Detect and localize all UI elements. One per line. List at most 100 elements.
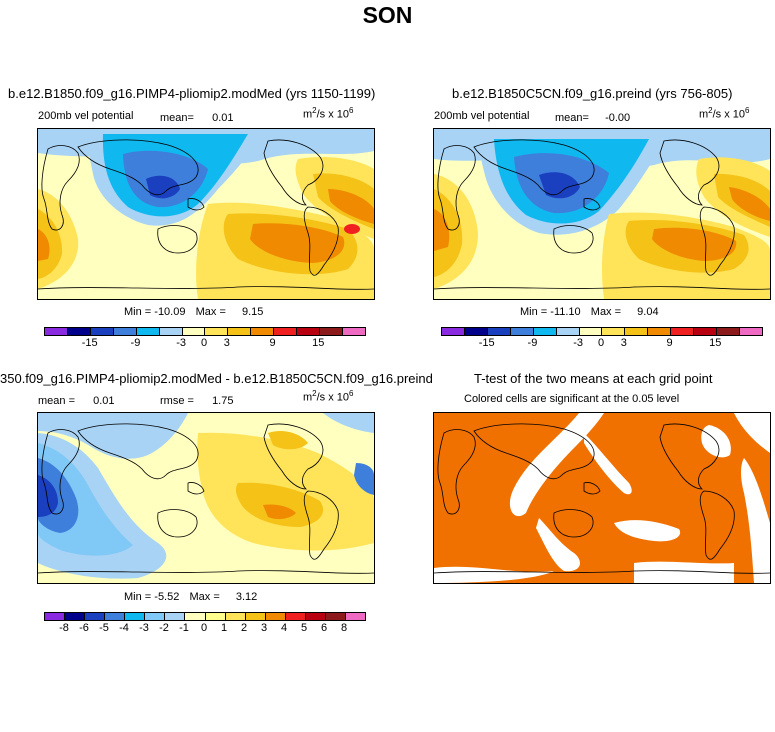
top-left-map	[37, 128, 375, 300]
colorbar-swatch	[305, 613, 326, 620]
bottom-left-rmse: rmse = 1.75	[160, 395, 233, 407]
top-right-colorbar-ticks: -15 -9 -3 0 3 9 15	[441, 337, 761, 351]
bottom-left-field	[38, 413, 374, 583]
top-left-colorbar	[44, 327, 366, 336]
top-left-variable-label: 200mb vel potential	[38, 110, 134, 122]
colorbar-swatch	[225, 613, 246, 620]
colorbar-tick-label: -3	[176, 337, 187, 349]
top-left-units: m2/s x 106	[303, 106, 354, 121]
colorbar-tick-label: -1	[179, 622, 189, 634]
top-left-min-label: Min =	[124, 306, 152, 318]
colorbar-tick-label: 8	[340, 622, 348, 634]
colorbar-swatch	[320, 328, 343, 335]
bottom-left-min-value: -5.52	[154, 591, 180, 603]
colorbar-swatch	[487, 328, 511, 335]
top-left-mean: mean= 0.01	[160, 112, 234, 124]
colorbar-swatch	[602, 328, 626, 335]
bottom-left-rmse-label: rmse =	[160, 395, 194, 407]
colorbar-swatch	[510, 328, 534, 335]
colorbar-tick-label: 15	[312, 337, 325, 349]
bottom-left-minmax: Min = -5.52 Max = 3.12	[124, 591, 257, 603]
top-left-mean-label: mean=	[160, 112, 194, 124]
colorbar-swatch	[625, 328, 649, 335]
colorbar-tick-label: -5	[99, 622, 109, 634]
colorbar-tick-label: 3	[260, 622, 268, 634]
colorbar-tick-label: 9	[666, 337, 673, 349]
colorbar-swatch	[65, 613, 86, 620]
colorbar-swatch	[717, 328, 740, 335]
colorbar-swatch	[205, 328, 229, 335]
colorbar-swatch	[251, 328, 275, 335]
bottom-left-mean: mean = 0.01	[38, 395, 115, 407]
top-right-units: m2/s x 106	[699, 106, 750, 121]
top-left-min-value: -10.09	[154, 306, 186, 318]
colorbar-swatch	[90, 328, 114, 335]
colorbar-swatch	[67, 328, 91, 335]
top-right-mean-value: -0.00	[605, 112, 631, 124]
colorbar-swatch	[285, 613, 306, 620]
colorbar-tick-label: 6	[320, 622, 328, 634]
top-left-panel-title: b.e12.B1850.f09_g16.PIMP4-pliomip2.modMe…	[8, 86, 376, 101]
bottom-left-min-label: Min =	[124, 591, 152, 603]
colorbar-swatch	[274, 328, 298, 335]
colorbar-tick-label: -2	[159, 622, 169, 634]
top-right-colorbar	[441, 327, 763, 336]
colorbar-swatch	[125, 613, 146, 620]
colorbar-swatch	[464, 328, 488, 335]
colorbar-swatch	[159, 328, 183, 335]
colorbar-tick-label: 3	[620, 337, 627, 349]
top-left-field	[38, 129, 374, 299]
colorbar-swatch	[671, 328, 695, 335]
colorbar-tick-label: -4	[119, 622, 129, 634]
bottom-right-subtitle: Colored cells are significant at the 0.0…	[464, 393, 680, 405]
top-left-colorbar-ticks: -15 -9 -3 0 3 9 15	[44, 337, 364, 351]
colorbar-tick-label: -3	[573, 337, 584, 349]
colorbar-swatch	[85, 613, 106, 620]
bottom-left-max-label: Max =	[189, 591, 220, 603]
bottom-left-units: m2/s x 106	[303, 389, 354, 404]
bottom-right-significance-field	[434, 413, 770, 583]
colorbar-swatch	[165, 613, 186, 620]
colorbar-swatch	[245, 613, 266, 620]
colorbar-swatch	[182, 328, 206, 335]
bottom-left-colorbar-ticks: -8 -6 -5 -4 -3 -2 -1 0 1 2 3 4 5 6 8	[44, 622, 364, 636]
bottom-left-map	[37, 412, 375, 584]
colorbar-tick-label: -15	[478, 337, 495, 349]
top-right-map	[433, 128, 771, 300]
colorbar-tick-label: 1	[220, 622, 228, 634]
colorbar-tick-label: 5	[300, 622, 308, 634]
colorbar-swatch	[228, 328, 252, 335]
colorbar-swatch	[145, 613, 166, 620]
bottom-left-rmse-value: 1.75	[212, 395, 234, 407]
colorbar-tick-label: -6	[79, 622, 89, 634]
top-right-mean-label: mean=	[555, 112, 589, 124]
colorbar-tick-label: 0	[200, 622, 208, 634]
top-right-variable-label: 200mb vel potential	[434, 110, 530, 122]
top-right-max-label: Max =	[590, 306, 622, 318]
colorbar-swatch	[648, 328, 672, 335]
colorbar-swatch	[739, 328, 762, 335]
top-right-panel-title: b.e12.B1850C5CN.f09_g16.preind (yrs 756-…	[452, 86, 733, 101]
colorbar-swatch	[45, 613, 66, 620]
colorbar-swatch	[45, 328, 68, 335]
colorbar-swatch	[556, 328, 580, 335]
colorbar-tick-label: 4	[280, 622, 288, 634]
top-right-max-value: 9.04	[637, 306, 659, 318]
colorbar-swatch	[297, 328, 321, 335]
colorbar-tick-label: 0	[597, 337, 605, 349]
colorbar-tick-label: -8	[59, 622, 69, 634]
colorbar-tick-label: 2	[240, 622, 248, 634]
bottom-left-colorbar	[44, 612, 366, 621]
colorbar-tick-label: -3	[139, 622, 149, 634]
bottom-left-max-value: 3.12	[235, 591, 258, 603]
colorbar-swatch	[442, 328, 465, 335]
colorbar-swatch	[113, 328, 137, 335]
top-left-max-value: 9.15	[242, 306, 264, 318]
figure-title: SON	[362, 2, 413, 28]
colorbar-swatch	[265, 613, 286, 620]
colorbar-swatch	[185, 613, 206, 620]
top-right-minmax: Min = -11.10 Max = 9.04	[520, 306, 659, 318]
colorbar-swatch	[205, 613, 226, 620]
colorbar-swatch	[136, 328, 160, 335]
top-right-mean: mean= -0.00	[555, 112, 630, 124]
